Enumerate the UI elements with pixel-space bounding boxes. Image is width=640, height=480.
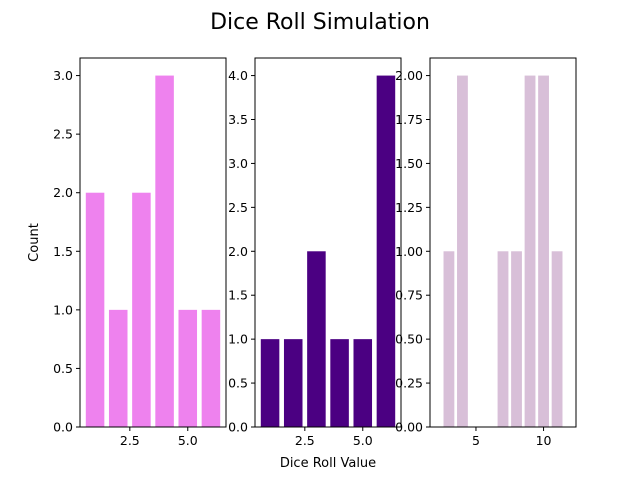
bar (108, 309, 128, 427)
y-tick-label: 2.0 (228, 244, 248, 259)
x-tick-label: 10 (536, 433, 552, 448)
bar (524, 75, 536, 428)
y-axis-label: Count (27, 223, 42, 262)
subplot-middle: 0.0 0.5 1.0 1.5 2.0 2.5 3.0 3.5 4.0 2.5 5.0 Dice Ro… (228, 57, 402, 471)
bar (457, 75, 468, 428)
bar (283, 339, 303, 427)
y-tick-label: 4.0 (228, 68, 248, 83)
y-tick-label: 1.00 (395, 244, 423, 259)
bar (155, 75, 174, 428)
y-tick-label: 1.0 (53, 302, 73, 317)
bar (260, 339, 280, 427)
y-tick-label: 2.5 (228, 200, 248, 215)
axes-frame (79, 57, 227, 428)
y-tick-label: 1.0 (228, 332, 248, 347)
y-tick-label: 2.5 (53, 127, 73, 142)
bar (511, 251, 522, 427)
y-tick-label: 3.5 (228, 112, 248, 127)
y-tick-label: 3.0 (228, 156, 248, 171)
bar (307, 251, 326, 427)
axes-frame (429, 57, 577, 428)
subplot-left: 0.0 0.5 1.0 1.5 2.0 2.5 3.0 2.5 5.0 Count (27, 57, 227, 448)
y-tick-label: 0.75 (395, 288, 423, 303)
y-tick-label: 3.0 (53, 68, 73, 83)
y-tick-label: 0.5 (53, 361, 73, 376)
bar (443, 251, 455, 427)
x-axis-label: Dice Roll Value (280, 456, 376, 471)
subplot-right: 0.00 0.25 0.50 0.75 1.00 1.25 1.50 1.75 2.00 5 10 (395, 57, 577, 448)
bar (178, 309, 198, 427)
bar (376, 75, 396, 428)
axes-frame (254, 57, 402, 428)
x-tick-label: 5.0 (178, 433, 198, 448)
y-tick-label: 1.75 (395, 112, 423, 127)
bar (330, 339, 349, 427)
x-tick-label: 5.0 (353, 433, 373, 448)
bar (85, 192, 105, 427)
y-tick-label: 0.5 (228, 376, 248, 391)
y-tick-label: 1.5 (228, 288, 248, 303)
bar (551, 251, 563, 427)
bar (538, 75, 549, 428)
y-tick-label: 0.0 (53, 420, 73, 435)
bar (132, 192, 151, 427)
y-tick-label: 0.50 (395, 332, 423, 347)
y-tick-label: 1.50 (395, 156, 423, 171)
bar (353, 339, 373, 427)
x-tick-label: 5 (472, 433, 480, 448)
bar (497, 251, 509, 427)
bar (201, 309, 221, 427)
y-tick-label: 0.00 (395, 420, 423, 435)
y-tick-label: 1.25 (395, 200, 423, 215)
y-tick-label: 0.0 (228, 420, 248, 435)
y-tick-label: 1.5 (53, 244, 73, 259)
y-tick-label: 0.25 (395, 376, 423, 391)
x-tick-label: 2.5 (295, 433, 315, 448)
y-tick-label: 2.0 (53, 185, 73, 200)
y-tick-label: 2.00 (395, 68, 423, 83)
figure-title: Dice Roll Simulation (210, 10, 430, 35)
x-tick-label: 2.5 (120, 433, 140, 448)
